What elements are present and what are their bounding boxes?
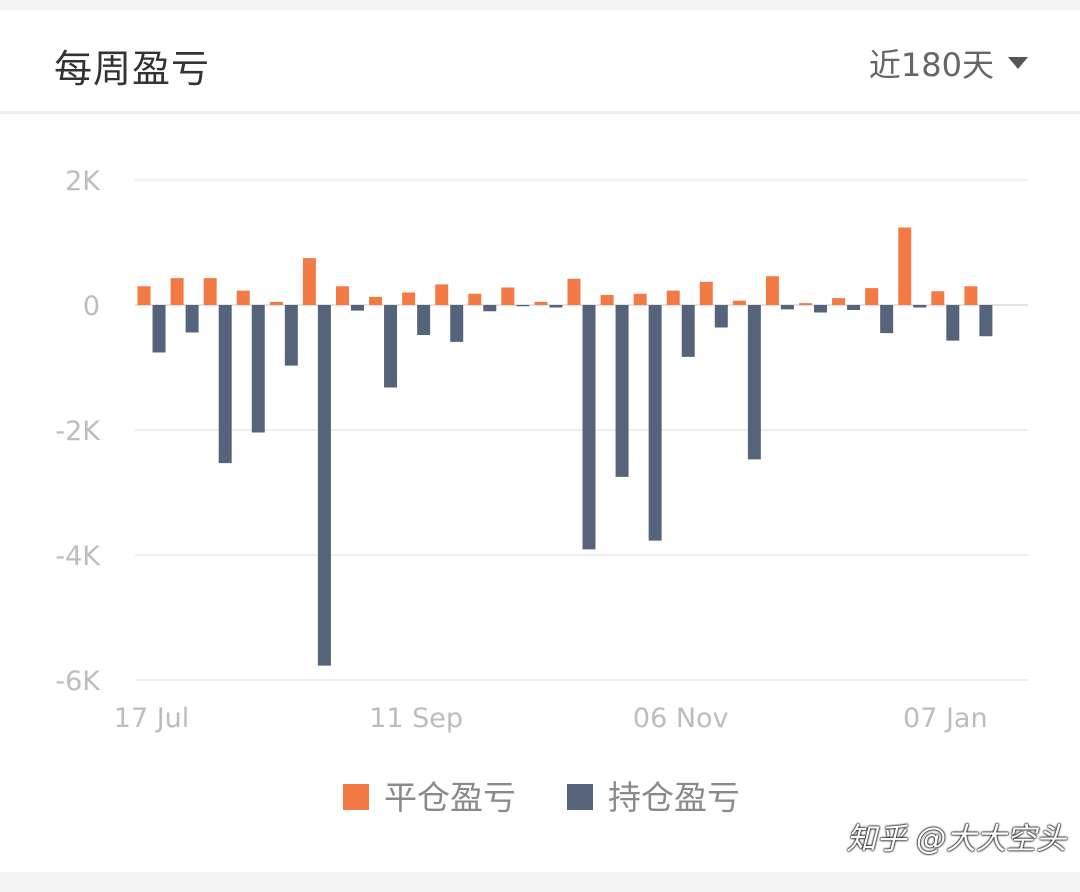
bar-closed-pnl[interactable] <box>137 286 151 305</box>
bar-closed-pnl[interactable] <box>302 258 316 305</box>
bar-closed-pnl[interactable] <box>832 298 846 305</box>
bar-open-pnl[interactable] <box>251 305 265 433</box>
bar-closed-pnl[interactable] <box>170 278 184 305</box>
bar-closed-pnl[interactable] <box>666 290 680 305</box>
bar-closed-pnl[interactable] <box>269 301 283 305</box>
x-tick-label: 06 Nov <box>633 703 729 734</box>
legend-label-closed-pnl: 平仓盈亏 <box>384 778 516 817</box>
page-title: 每周盈亏 <box>54 47 211 91</box>
bar-closed-pnl[interactable] <box>799 303 813 305</box>
bar-open-pnl[interactable] <box>946 305 960 341</box>
y-tick-label: -6K <box>55 666 101 697</box>
bar-open-pnl[interactable] <box>384 305 398 388</box>
bar-open-pnl[interactable] <box>979 305 993 337</box>
bar-closed-pnl[interactable] <box>501 287 515 306</box>
bar-closed-pnl[interactable] <box>931 291 945 305</box>
bar-open-pnl[interactable] <box>880 305 894 334</box>
bar-open-pnl[interactable] <box>549 305 563 308</box>
range-label: 近180天 <box>868 46 994 84</box>
bar-closed-pnl[interactable] <box>335 286 349 305</box>
y-tick-label: -2K <box>55 416 101 447</box>
range-selector[interactable]: 近180天 <box>869 40 1028 86</box>
card-header: 每周盈亏 近180天 <box>0 10 1080 114</box>
bar-open-pnl[interactable] <box>350 305 364 311</box>
bar-open-pnl[interactable] <box>615 305 629 477</box>
bar-open-pnl[interactable] <box>152 305 166 353</box>
bar-closed-pnl[interactable] <box>369 296 383 305</box>
bar-open-pnl[interactable] <box>814 305 828 313</box>
legend-swatch-closed-pnl[interactable] <box>343 784 369 810</box>
bar-open-pnl[interactable] <box>847 305 861 310</box>
bar-open-pnl[interactable] <box>185 305 199 333</box>
bar-closed-pnl[interactable] <box>236 290 250 305</box>
weekly-pnl-card: 每周盈亏 近180天 <box>0 10 1080 872</box>
bar-closed-pnl[interactable] <box>600 295 614 305</box>
bar-closed-pnl[interactable] <box>633 293 647 305</box>
bar-open-pnl[interactable] <box>780 305 794 310</box>
bar-closed-pnl[interactable] <box>964 286 978 305</box>
bar-closed-pnl[interactable] <box>865 288 879 305</box>
watermark: 知乎 @大大空头 <box>846 822 1066 857</box>
bar-open-pnl[interactable] <box>483 305 497 312</box>
bar-open-pnl[interactable] <box>317 305 331 666</box>
bar-open-pnl[interactable] <box>284 305 298 366</box>
legend-swatch-open-pnl[interactable] <box>567 784 593 810</box>
bar-closed-pnl[interactable] <box>203 278 217 305</box>
bar-open-pnl[interactable] <box>516 305 530 307</box>
bar-closed-pnl[interactable] <box>765 276 779 305</box>
bar-open-pnl[interactable] <box>417 305 431 335</box>
x-tick-label: 07 Jan <box>903 703 988 734</box>
bar-open-pnl[interactable] <box>747 305 761 460</box>
bar-closed-pnl[interactable] <box>567 278 581 305</box>
bar-closed-pnl[interactable] <box>534 301 548 305</box>
y-tick-label: 0 <box>83 291 100 322</box>
bar-closed-pnl[interactable] <box>468 293 482 305</box>
x-tick-label: 17 Jul <box>114 703 190 734</box>
y-tick-label: -4K <box>55 541 101 572</box>
bar-open-pnl[interactable] <box>582 305 596 550</box>
bar-open-pnl[interactable] <box>648 305 662 541</box>
y-tick-label: 2K <box>65 166 101 197</box>
bar-closed-pnl[interactable] <box>435 284 449 305</box>
caret-down-icon <box>1008 57 1028 69</box>
bar-open-pnl[interactable] <box>218 305 232 464</box>
bar-closed-pnl[interactable] <box>699 281 713 305</box>
bar-closed-pnl[interactable] <box>732 300 746 305</box>
bar-open-pnl[interactable] <box>681 305 695 357</box>
bar-open-pnl[interactable] <box>714 305 728 328</box>
x-tick-label: 11 Sep <box>369 703 463 734</box>
bar-closed-pnl[interactable] <box>402 292 416 306</box>
bar-closed-pnl[interactable] <box>898 227 912 306</box>
bar-open-pnl[interactable] <box>913 305 927 308</box>
legend-label-open-pnl: 持仓盈亏 <box>608 778 740 817</box>
bar-open-pnl[interactable] <box>450 305 464 342</box>
